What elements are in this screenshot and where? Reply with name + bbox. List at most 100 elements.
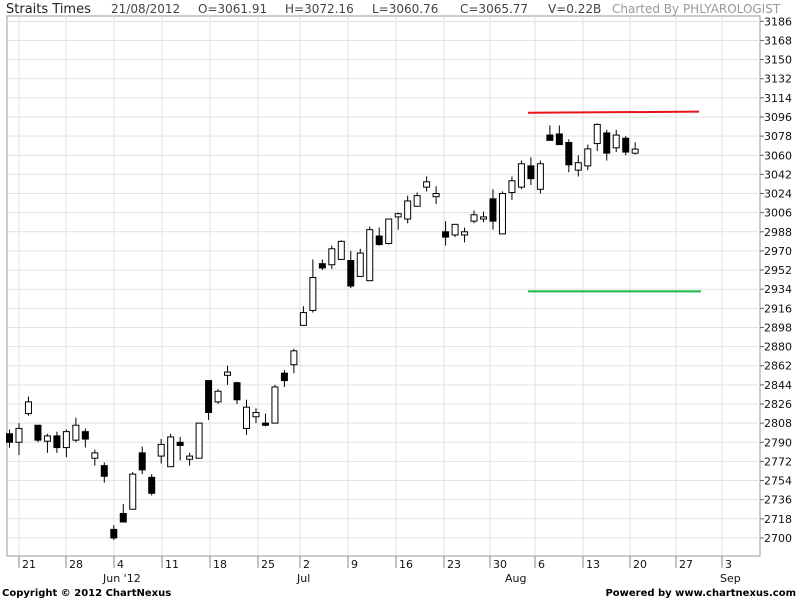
candle (631, 142, 639, 155)
x-tick-label: 28 (69, 558, 83, 571)
candle-body-up (214, 390, 222, 403)
candle (423, 176, 431, 192)
candle (394, 212, 402, 230)
y-tick-label: 2880 (764, 341, 792, 354)
candle (328, 245, 336, 269)
candle-body-up (574, 162, 582, 171)
candle (224, 365, 232, 385)
y-tick-label: 2934 (764, 283, 792, 296)
candle-body-down (280, 372, 288, 382)
candle-body-down (110, 528, 118, 539)
candle (480, 211, 487, 223)
y-tick-label: 2790 (764, 436, 792, 449)
x-tick-label: 21 (22, 558, 36, 571)
candle (584, 144, 592, 171)
month-label: Sep (720, 572, 741, 585)
candle-body-up (423, 181, 431, 188)
candle-body-up (271, 386, 279, 424)
candle (290, 348, 298, 374)
candle-body-up (432, 193, 440, 198)
candle (622, 136, 630, 156)
month-label: Jul (296, 572, 310, 585)
candle-body-up (252, 411, 260, 418)
x-tick-label: 13 (586, 558, 600, 571)
x-tick-label: 25 (261, 558, 275, 571)
candle-body-up (470, 214, 478, 222)
candle (43, 433, 51, 453)
y-tick-label: 2808 (764, 417, 792, 430)
candle-body-up (224, 371, 232, 376)
candle-body-down (527, 165, 535, 180)
candle-body-up (385, 218, 393, 244)
candle-body-down (603, 132, 611, 154)
candle (148, 474, 156, 496)
plot-area (6, 15, 761, 557)
trendlines (527, 110, 701, 293)
candle-body-up (309, 276, 317, 311)
candle (100, 462, 108, 483)
high-value: H=3072.16 (285, 2, 354, 16)
candle-body-up (480, 216, 487, 220)
candle-body-up (584, 148, 592, 167)
candle (91, 449, 99, 466)
x-tick-label: 2 (303, 558, 310, 571)
x-tick-label: 18 (213, 558, 227, 571)
chart-credit: Charted By PHLYAROLOGIST (612, 2, 781, 16)
candle-body-down (100, 465, 108, 477)
x-tick-label: 20 (633, 558, 647, 571)
x-axis: 21 28 4 11 18 25 2 9 16 23 30 6 13 20 27 3 Jun '12 Jul Aug… (18, 556, 741, 585)
y-tick-label: 3114 (764, 92, 792, 105)
candle-body-up (631, 148, 639, 154)
candle (214, 389, 222, 404)
grid (7, 16, 760, 556)
candle (432, 186, 440, 205)
x-tick-label: 23 (447, 558, 461, 571)
candle-body-down (261, 422, 269, 426)
candle-body-up (413, 195, 421, 207)
candle (508, 176, 516, 200)
candle-body-up (24, 401, 32, 415)
x-tick-label: 16 (399, 558, 413, 571)
x-tick-label: 11 (165, 558, 179, 571)
candle-body-down (565, 141, 573, 166)
candle-body-down (53, 435, 61, 449)
candle-body-up (157, 443, 165, 457)
candle (6, 429, 13, 448)
candle (186, 452, 194, 466)
y-tick-label: 3186 (764, 15, 792, 28)
candle-body-up (404, 200, 412, 220)
candle (451, 223, 459, 238)
candle (574, 155, 582, 177)
candle (233, 381, 241, 404)
candle-body-up (299, 312, 307, 326)
candle-body-up (15, 427, 23, 443)
candle-body-down (6, 433, 13, 443)
y-tick-label: 2736 (764, 494, 792, 507)
y-tick-label: 2772 (764, 455, 792, 468)
candle-body-up (394, 213, 402, 218)
y-tick-label: 2862 (764, 360, 792, 373)
candle-body-up (461, 231, 469, 236)
candle-body-up (356, 252, 364, 277)
candle (565, 139, 573, 173)
candle-body-up (498, 193, 506, 235)
candle (15, 423, 23, 456)
candle (72, 417, 80, 443)
candle (34, 424, 42, 443)
open-value: O=3061.91 (198, 2, 268, 16)
candle (261, 413, 269, 427)
candle-body-down (375, 235, 383, 246)
x-tick-label: 3 (725, 558, 732, 571)
candle (205, 380, 213, 420)
candle-body-down (119, 512, 127, 523)
candle (366, 226, 374, 282)
candle (62, 429, 70, 458)
candle (129, 472, 137, 510)
candle (119, 503, 127, 523)
x-tick-label: 30 (493, 558, 507, 571)
y-tick-label: 3024 (764, 188, 792, 201)
candle-body-down (148, 476, 156, 494)
candle (243, 399, 250, 435)
powered-by-link[interactable]: Powered by www.chartnexus.com (605, 588, 796, 599)
x-tick-label: 27 (679, 558, 693, 571)
